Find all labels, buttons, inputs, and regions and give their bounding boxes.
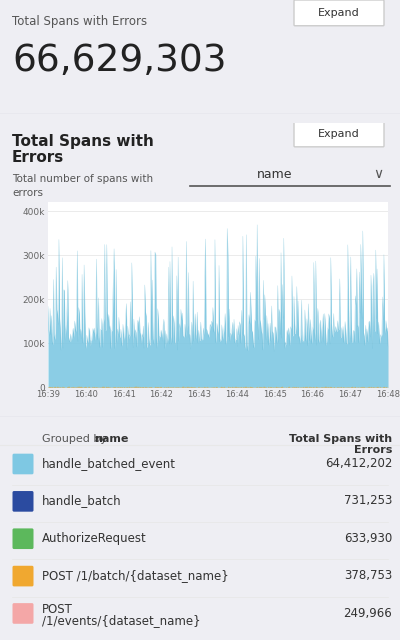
Text: Total Spans with Errors: Total Spans with Errors [12, 15, 147, 28]
Text: Total number of spans with
errors: Total number of spans with errors [12, 174, 153, 198]
FancyBboxPatch shape [294, 0, 384, 26]
FancyBboxPatch shape [12, 566, 34, 586]
Text: 378,753: 378,753 [344, 569, 392, 582]
FancyBboxPatch shape [12, 529, 34, 549]
Text: Expand: Expand [318, 129, 360, 139]
Text: /1/events/{dataset_name}: /1/events/{dataset_name} [42, 614, 201, 627]
Text: name: name [94, 433, 128, 444]
FancyBboxPatch shape [12, 603, 34, 624]
Text: handle_batched_event: handle_batched_event [42, 457, 176, 470]
Text: Errors: Errors [12, 150, 64, 165]
Text: 66,629,303: 66,629,303 [12, 43, 226, 79]
Text: Expand: Expand [318, 8, 360, 18]
Text: 64,412,202: 64,412,202 [325, 457, 392, 470]
Text: ∨: ∨ [373, 167, 383, 180]
FancyBboxPatch shape [12, 491, 34, 512]
FancyBboxPatch shape [12, 454, 34, 474]
Text: 249,966: 249,966 [343, 607, 392, 620]
Text: 633,930: 633,930 [344, 532, 392, 545]
Text: Total Spans with: Total Spans with [12, 134, 154, 149]
Text: Grouped by: Grouped by [42, 433, 110, 444]
Text: Total Spans with
Errors: Total Spans with Errors [289, 433, 392, 455]
Text: POST /1/batch/{dataset_name}: POST /1/batch/{dataset_name} [42, 569, 229, 582]
Text: name: name [257, 168, 293, 180]
Text: AuthorizeRequest: AuthorizeRequest [42, 532, 147, 545]
Text: 731,253: 731,253 [344, 495, 392, 508]
FancyBboxPatch shape [294, 121, 384, 147]
Text: handle_batch: handle_batch [42, 495, 122, 508]
Text: POST: POST [42, 603, 73, 616]
